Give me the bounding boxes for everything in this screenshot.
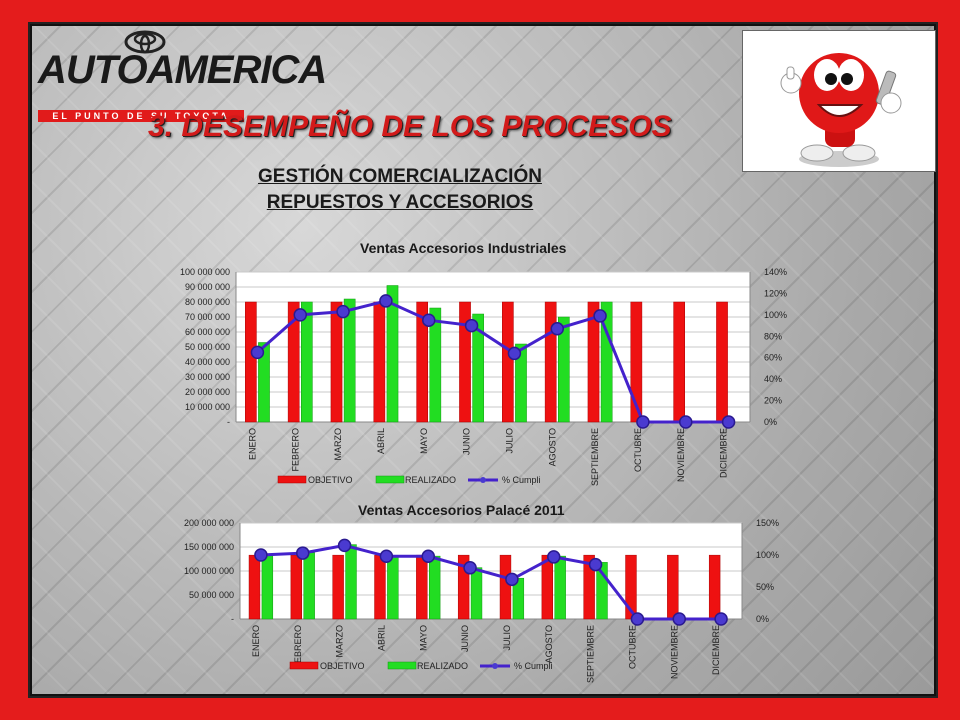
chart-1-title: Ventas Accesorios Industriales bbox=[360, 240, 567, 256]
logo-tagline: EL PUNTO DE SU TOYOTA bbox=[38, 110, 244, 122]
mascot-image bbox=[742, 30, 936, 172]
chart-2-title: Ventas Accesorios Palacé 2011 bbox=[358, 502, 565, 518]
page-title: 3. DESEMPEÑO DE LOS PROCESOS bbox=[148, 110, 672, 143]
logo-brand-text: AUTOAMERICA bbox=[38, 48, 327, 92]
page-subtitle: GESTIÓN COMERCIALIZACIÓN REPUESTOS Y ACC… bbox=[200, 164, 600, 216]
autoamerica-logo: AUTOAMERICA EL PUNTO DE SU TOYOTA bbox=[34, 30, 327, 122]
subtitle-line-2: REPUESTOS Y ACCESORIOS bbox=[266, 192, 534, 213]
toyota-emblem-icon bbox=[124, 30, 166, 54]
subtitle-line-1: GESTIÓN COMERCIALIZACIÓN bbox=[258, 166, 542, 187]
